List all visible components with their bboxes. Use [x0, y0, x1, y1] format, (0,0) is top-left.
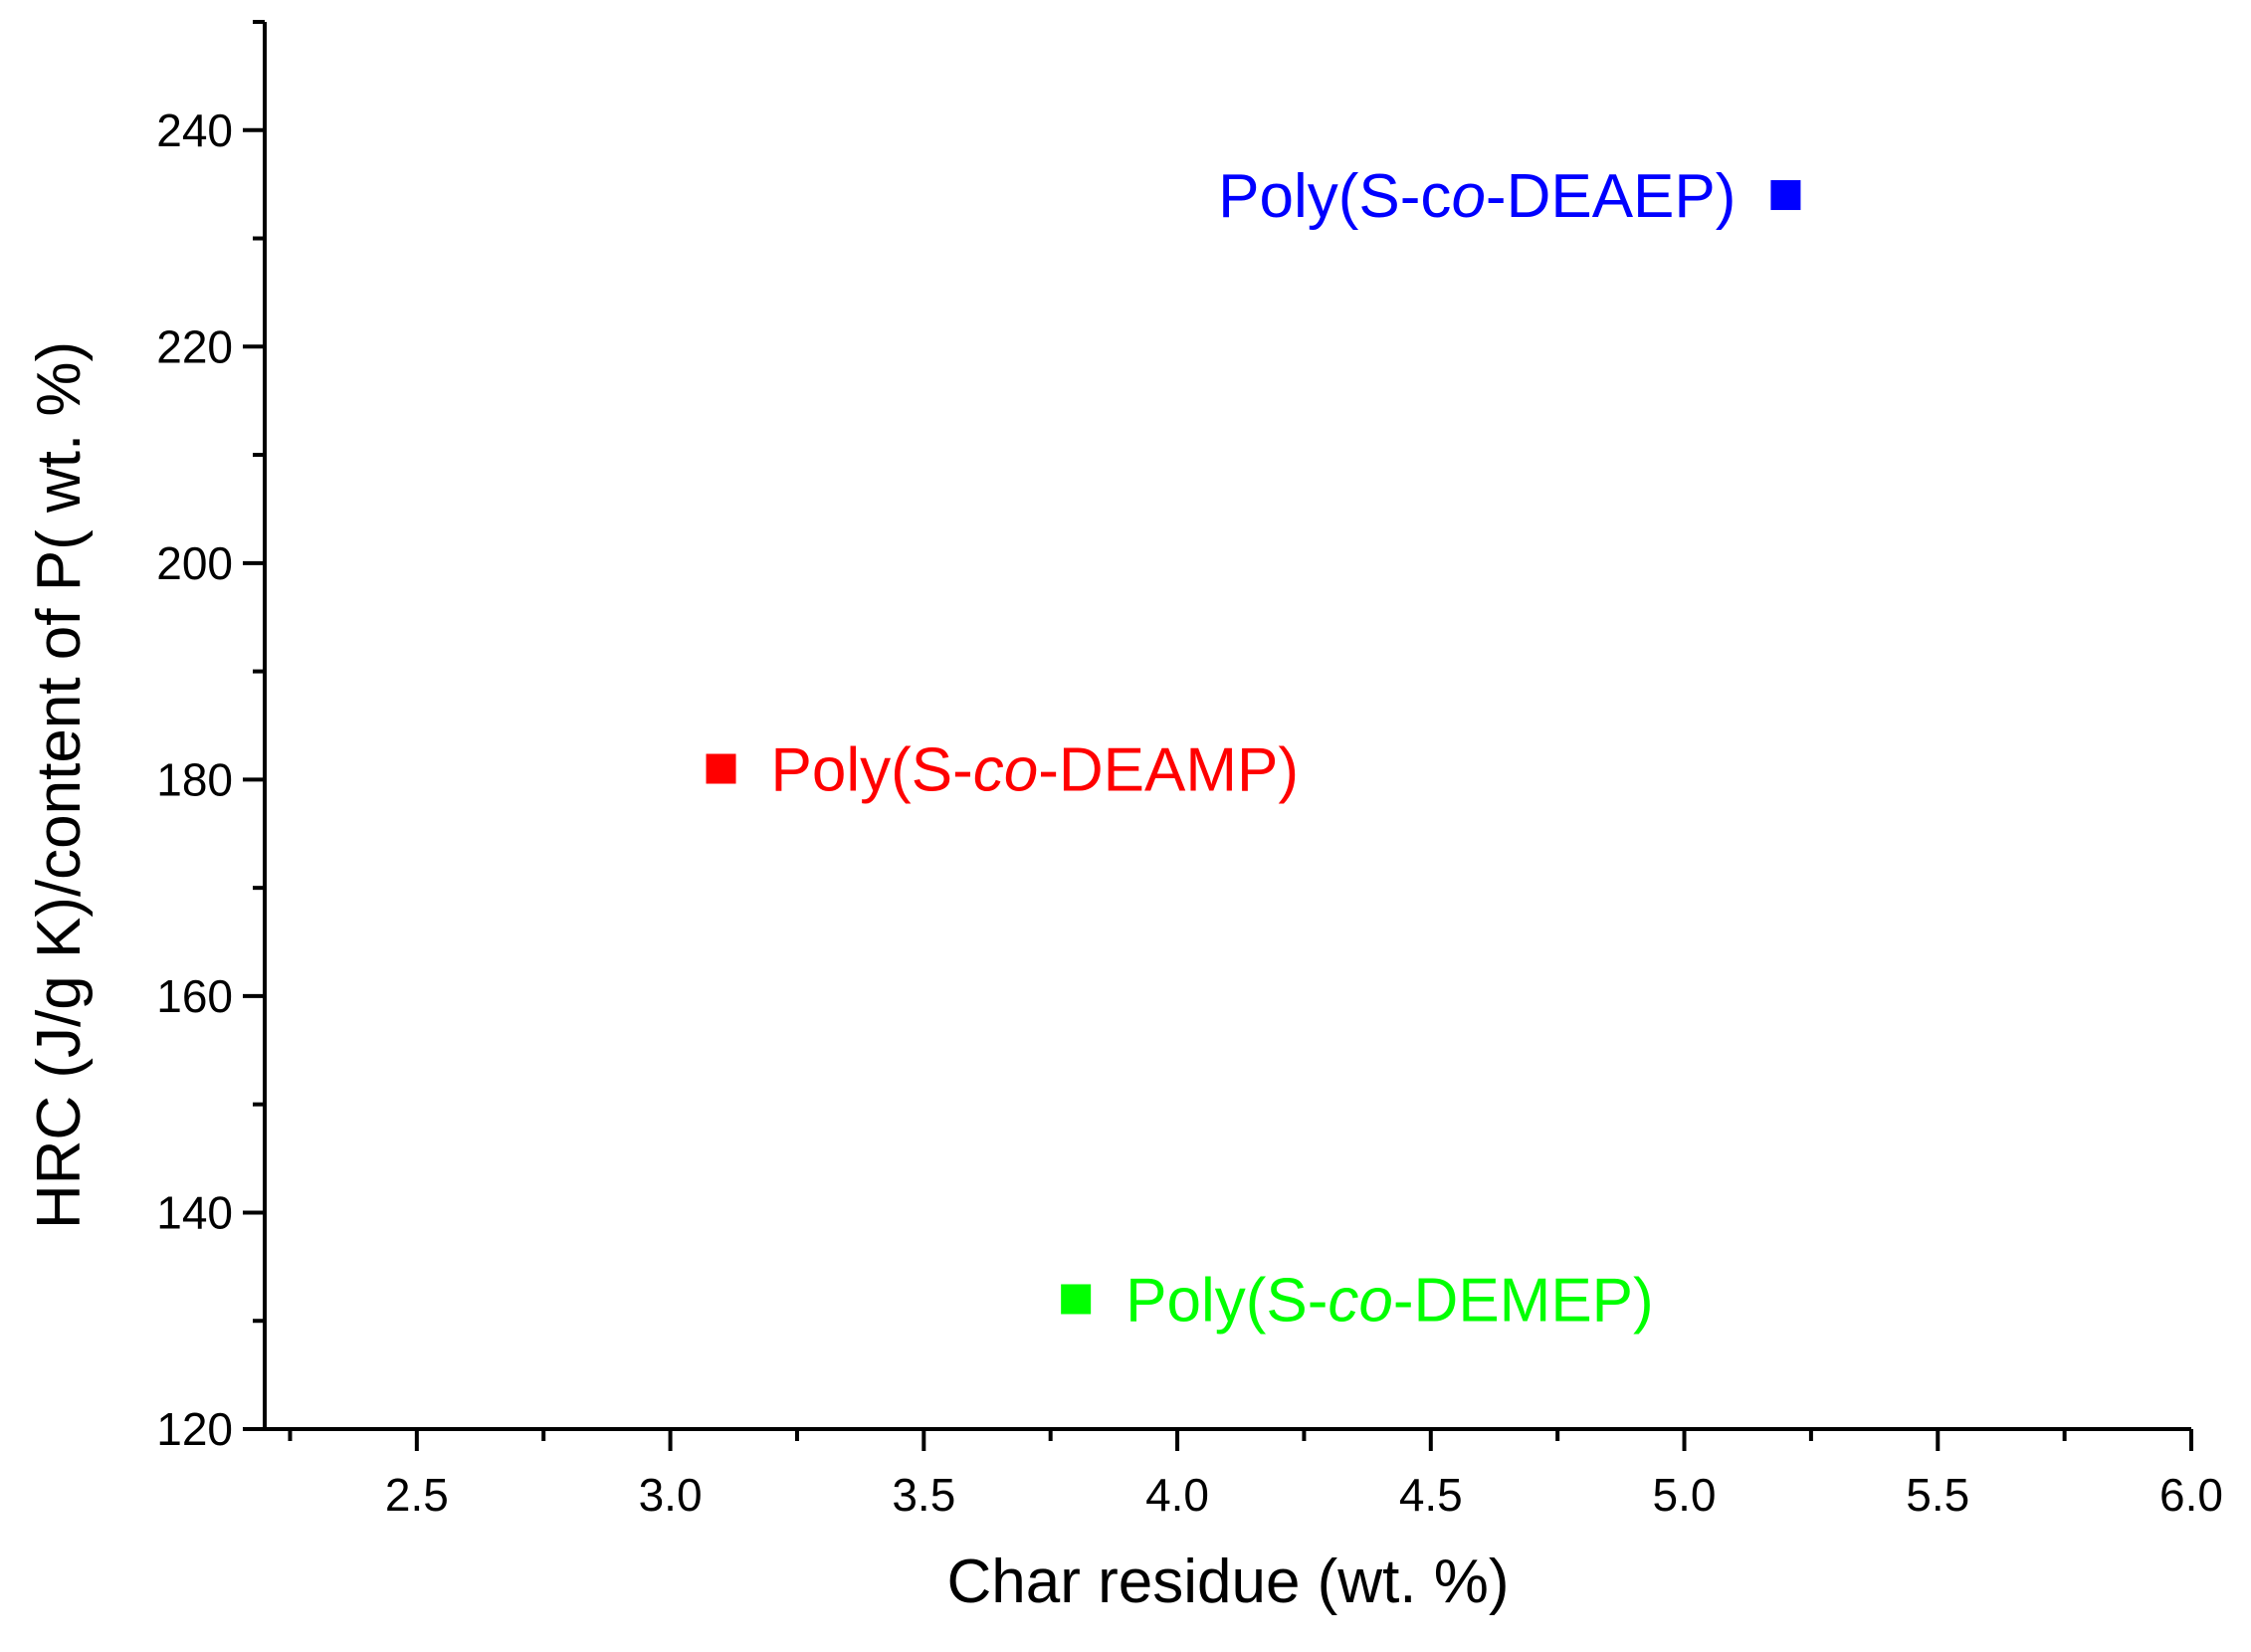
x-tick-label: 4.5 [1399, 1469, 1463, 1521]
point-label: Poly(S-co-DEMEP) [1126, 1266, 1654, 1335]
x-tick-label: 2.5 [385, 1469, 449, 1521]
axes-layer: 120 140 160 180 200 220 240 2.5 3.0 3.5 4.0 4.5 5.0 5… [156, 20, 2223, 1521]
data-point [1061, 1284, 1092, 1315]
data-point [1770, 180, 1801, 211]
y-axis-title: HRC (J/g K)/content of P( wt. %) [25, 341, 94, 1229]
data-point [706, 753, 736, 784]
point-label: Poly(S-co-DEAMP) [771, 736, 1300, 805]
y-tick-label: 240 [156, 104, 233, 156]
point-label-part: -DEAMP) [1038, 736, 1299, 805]
x-tick-label: 5.5 [1906, 1469, 1969, 1521]
point-label-part: co [973, 736, 1038, 805]
y-tick-label: 200 [156, 537, 233, 589]
marks-layer: Poly(S-co-DEAEP)Poly(S-co-DEAMP)Poly(S-c… [706, 162, 1801, 1335]
y-tick-label: 220 [156, 320, 233, 372]
x-axis-title: Char residue (wt. %) [946, 1548, 1509, 1616]
y-tick-label: 180 [156, 753, 233, 805]
y-tick-label: 120 [156, 1403, 233, 1455]
point-label-part: -DEAEP) [1486, 162, 1736, 231]
x-tick-label: 5.0 [1653, 1469, 1717, 1521]
x-tick-label: 6.0 [2159, 1469, 2223, 1521]
point-label-part: -DEMEP) [1393, 1266, 1654, 1335]
point-label-part: Poly(S-c [1218, 162, 1451, 231]
point-label-part: o [1451, 162, 1485, 231]
x-tick-label: 4.0 [1145, 1469, 1209, 1521]
point-label-part: Poly(S- [1126, 1266, 1328, 1335]
y-tick-label: 140 [156, 1186, 233, 1238]
point-label-part: Poly(S- [771, 736, 973, 805]
point-label-part: co [1328, 1266, 1392, 1335]
x-tick-label: 3.0 [639, 1469, 703, 1521]
x-tick-label: 3.5 [892, 1469, 955, 1521]
point-label: Poly(S-co-DEAEP) [1218, 162, 1736, 231]
y-tick-label: 160 [156, 970, 233, 1022]
